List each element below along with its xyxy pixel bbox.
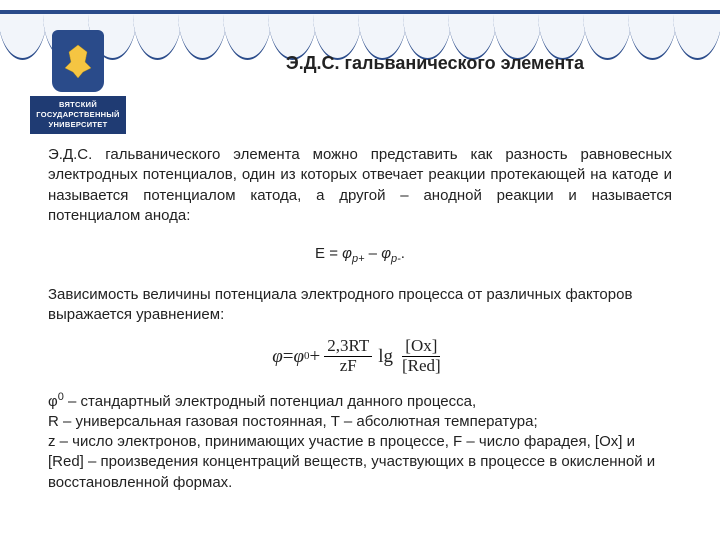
rt-zf-fraction: 2,3RT zF xyxy=(324,337,372,375)
content-area: Э.Д.С. гальванического элемента можно пр… xyxy=(48,145,672,493)
top-accent-bar xyxy=(0,10,720,14)
emf-equation: E = φр+ – φр-. xyxy=(48,244,672,267)
uni-line2: ГОСУДАРСТВЕННЫЙ xyxy=(32,110,124,120)
intro-paragraph: Э.Д.С. гальванического элемента можно пр… xyxy=(48,145,672,226)
university-logo xyxy=(52,30,104,92)
ox-red-fraction: [Ox] [Red] xyxy=(399,337,444,375)
uni-line1: ВЯТСКИЙ xyxy=(32,100,124,110)
nernst-equation: φ = φ0 + 2,3RT zF lg [Ox] [Red] xyxy=(48,337,672,375)
page-title: Э.Д.С. гальванического элемента xyxy=(170,53,700,74)
definitions-paragraph: φ0 – стандартный электродный потенциал д… xyxy=(48,390,672,493)
university-name: ВЯТСКИЙ ГОСУДАРСТВЕННЫЙ УНИВЕРСИТЕТ xyxy=(30,96,126,134)
eagle-icon xyxy=(61,42,95,80)
dependency-paragraph: Зависимость величины потенциала электрод… xyxy=(48,285,672,326)
uni-line3: УНИВЕРСИТЕТ xyxy=(32,120,124,130)
